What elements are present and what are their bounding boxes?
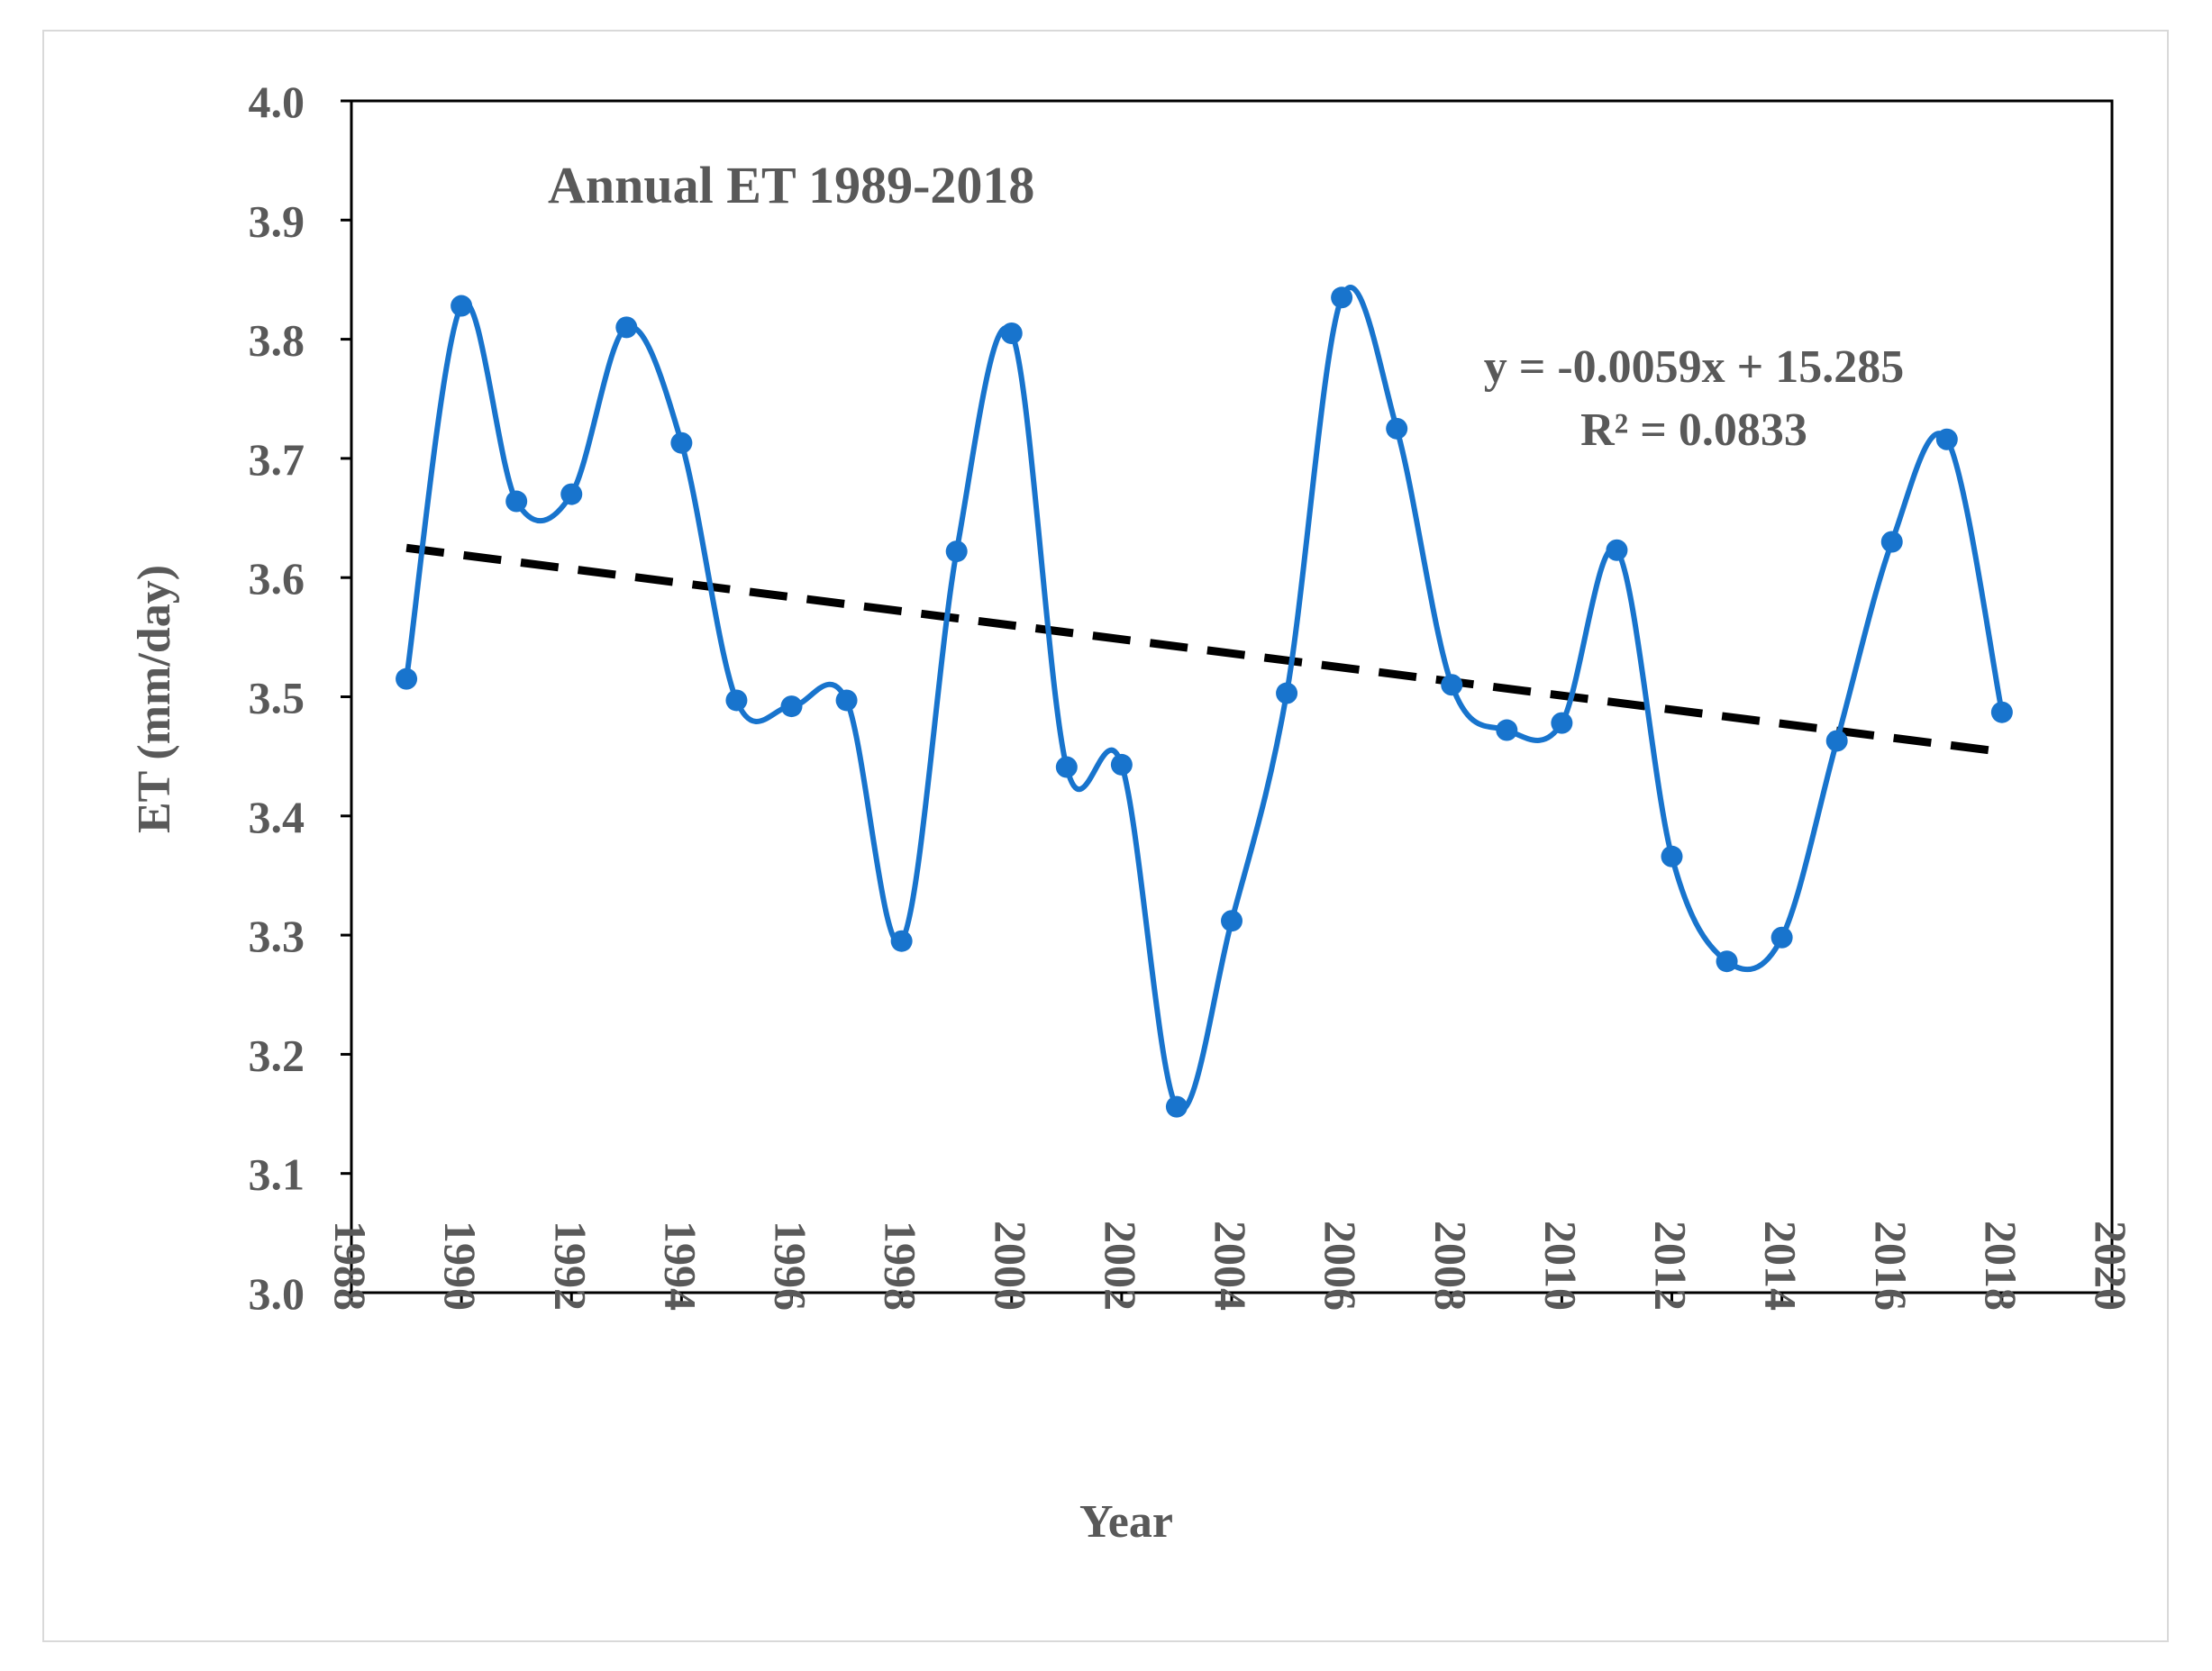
trend-equation: y = -0.0059x + 15.285	[1484, 341, 1905, 393]
data-point	[1880, 531, 1903, 553]
data-point	[505, 490, 528, 513]
x-tick-label: 1988	[325, 1221, 376, 1311]
y-tick-label: 3.4	[249, 792, 305, 842]
x-tick-label: 2020	[2086, 1221, 2136, 1311]
data-point	[396, 667, 418, 690]
data-point	[780, 695, 803, 718]
plot-area	[350, 99, 2114, 1294]
data-point	[1276, 682, 1298, 704]
trend-r-squared: R² = 0.0833	[1580, 404, 1807, 456]
data-point	[725, 689, 748, 712]
chart-title: Annual ET 1989-2018	[548, 156, 1034, 214]
data-point	[1661, 845, 1683, 867]
x-tick-label: 2008	[1425, 1221, 1476, 1311]
x-tick-label: 2012	[1646, 1221, 1697, 1311]
x-tick-label: 2006	[1315, 1221, 1366, 1311]
x-tick-label: 2016	[1866, 1221, 1916, 1311]
y-tick-label: 4.0	[249, 77, 305, 127]
x-tick-label: 1992	[545, 1221, 596, 1311]
data-point	[1771, 926, 1793, 949]
data-point	[1000, 322, 1023, 344]
data-point	[451, 295, 473, 317]
data-points	[396, 286, 2013, 1118]
data-point	[945, 540, 968, 563]
data-point	[615, 316, 638, 339]
data-point	[1331, 286, 1353, 309]
data-point	[1716, 950, 1738, 973]
data-point	[835, 689, 858, 712]
data-point	[1935, 428, 1958, 450]
y-axis-label: ET (mm/day)	[129, 565, 180, 833]
y-tick-label: 3.5	[249, 673, 305, 723]
x-tick-label: 1998	[876, 1221, 926, 1311]
x-tick-label: 2018	[1976, 1221, 2026, 1311]
x-axis: 1988 1990 1992 1994 1996 1998 2000 2002 2004 2006…	[325, 1221, 2136, 1311]
y-tick-label: 3.7	[249, 434, 305, 485]
y-tick-label: 3.3	[249, 911, 305, 961]
data-point	[1221, 910, 1243, 932]
x-axis-label: Year	[1079, 1496, 1173, 1548]
data-point	[1165, 1095, 1188, 1118]
data-point	[1496, 719, 1518, 741]
data-point	[1441, 674, 1463, 696]
x-tick-label: 2010	[1535, 1221, 1586, 1311]
data-point	[1606, 539, 1628, 561]
data-point	[1386, 417, 1408, 440]
data-point	[890, 930, 913, 952]
x-tick-label: 2002	[1096, 1221, 1146, 1311]
trendline	[405, 543, 2003, 757]
x-tick-label: 1990	[435, 1221, 486, 1311]
x-tick-label: 1996	[766, 1221, 816, 1311]
x-tick-label: 1994	[655, 1221, 705, 1311]
data-point	[1825, 730, 1848, 752]
data-point	[670, 431, 693, 454]
y-axis: 3.0 3.1 3.2 3.3 3.4 3.5 3.6 3.7 3.8 3.9 4.0	[249, 77, 351, 1319]
x-tick-label: 2000	[986, 1221, 1036, 1311]
data-point	[1110, 753, 1133, 776]
y-tick-label: 3.2	[249, 1030, 305, 1080]
x-tick-label: 2004	[1206, 1221, 1256, 1311]
data-point	[1055, 756, 1078, 778]
data-point	[1551, 712, 1573, 734]
y-tick-label: 3.6	[249, 553, 305, 604]
y-tick-label: 3.9	[249, 195, 305, 246]
y-tick-label: 3.0	[249, 1268, 305, 1319]
x-tick-label: 2014	[1756, 1221, 1807, 1311]
data-point	[560, 483, 583, 505]
y-tick-label: 3.1	[249, 1149, 305, 1200]
y-tick-label: 3.8	[249, 315, 305, 366]
data-point	[1990, 701, 2013, 723]
